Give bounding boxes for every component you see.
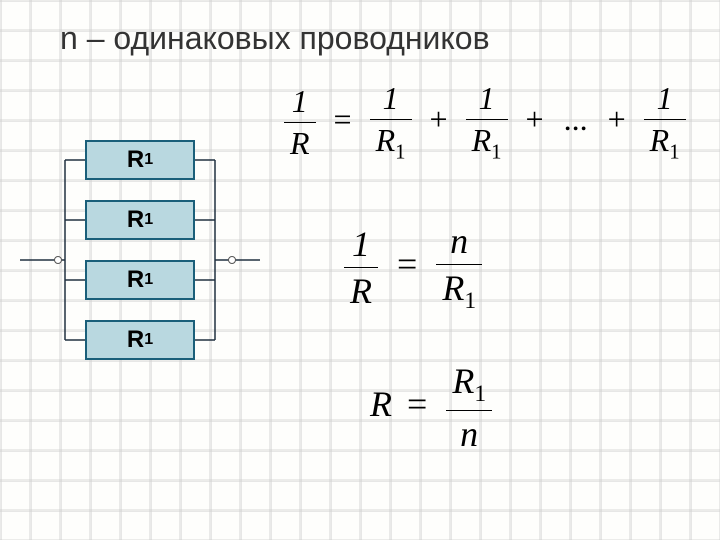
formula-r-equals: R = R1n: [370, 360, 496, 455]
formula-reciprocal-sum: 1R = 1R1 + 1R1 + ... + 1R1: [280, 80, 690, 164]
resistor: R1: [85, 140, 195, 180]
terminal-node: [54, 256, 62, 264]
page-title: n – одинаковых проводников: [60, 20, 490, 57]
resistor: R1: [85, 200, 195, 240]
parallel-circuit-diagram: R1 R1 R1 R1: [20, 140, 260, 410]
formula-n-over-r1: 1R = nR1: [340, 220, 486, 315]
terminal-node: [228, 256, 236, 264]
resistor: R1: [85, 320, 195, 360]
resistor: R1: [85, 260, 195, 300]
